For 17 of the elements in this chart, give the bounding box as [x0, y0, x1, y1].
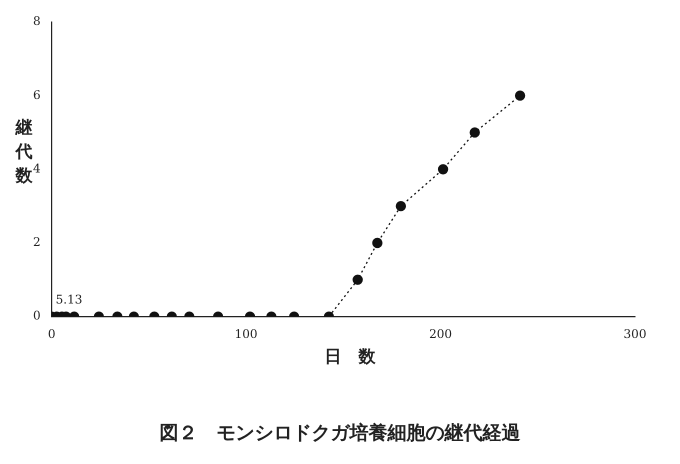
point	[470, 127, 480, 138]
point	[396, 200, 406, 212]
x-tick-label: 200	[429, 326, 452, 341]
y-tick-label: 4	[32, 161, 41, 176]
y-tick-label: 0	[32, 308, 41, 323]
point	[514, 90, 526, 101]
y-tick-label: 8	[32, 14, 41, 28]
text: 図２ モンシロドクガ培養細胞の継代経過	[158, 421, 522, 446]
x-axis-title: 日 数	[324, 346, 376, 368]
x-tick-label: 0	[48, 326, 56, 341]
annotation: 5.13	[56, 292, 82, 307]
y-tick-label: 2	[32, 235, 41, 250]
x-tick-label: 300	[624, 326, 646, 341]
x-tick-label: 100	[234, 326, 258, 341]
point	[438, 164, 448, 174]
y-tick-label: 6	[32, 88, 41, 102]
y-axis-title: 継代数	[14, 117, 34, 188]
